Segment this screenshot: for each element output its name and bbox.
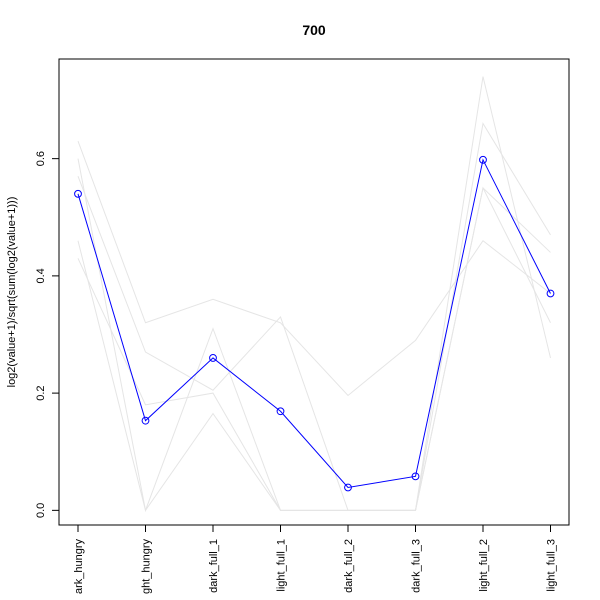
data-point [74, 189, 82, 198]
data-point [546, 289, 555, 298]
plot-frame [58, 58, 570, 526]
x-tick-label: dark_full_1 [208, 539, 220, 593]
x-tick-label: dark_full_2 [343, 539, 355, 593]
background-series-line [77, 140, 551, 397]
x-tick-label: ght_hungry [141, 539, 153, 595]
y-tick-label: 0.0 [35, 503, 47, 518]
y-axis-label: log2(value+1)/sqrt(sum(log2(value+1))) [6, 197, 18, 388]
y-axis: 0.0 0.2 0.4 0.6 [35, 151, 60, 518]
background-series-line [77, 186, 551, 511]
x-tick-label: light_full_2 [478, 539, 490, 592]
background-series-line [77, 176, 551, 511]
x-tick-label: light_full_1 [276, 539, 288, 592]
y-tick-label: 0.4 [35, 268, 47, 283]
highlight-series-group [74, 155, 555, 492]
y-tick-label: 0.2 [35, 385, 47, 400]
x-axis: ark_hungry ght_hungry dark_full_1 light_ful… [73, 524, 558, 595]
chart-title: 700 [302, 22, 326, 38]
data-point [209, 354, 217, 362]
y-tick-label: 0.6 [35, 151, 47, 166]
highlight-series-line [77, 158, 551, 489]
data-point [276, 407, 285, 416]
data-point [141, 416, 150, 425]
x-tick-label: dark_full_3 [411, 539, 423, 593]
background-series-line [77, 122, 551, 512]
data-point [479, 155, 487, 164]
data-point [344, 483, 352, 492]
x-tick-label: light_full_3 [546, 539, 558, 592]
x-tick-label: ark_hungry [73, 539, 85, 595]
data-point [411, 472, 420, 481]
background-series-group [77, 76, 551, 513]
